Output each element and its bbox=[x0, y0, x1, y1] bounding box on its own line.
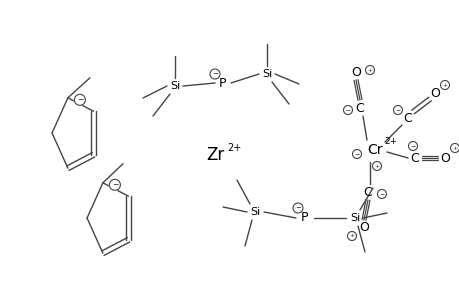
Text: P: P bbox=[301, 212, 308, 224]
Text: 2+: 2+ bbox=[384, 137, 397, 146]
Text: Si: Si bbox=[349, 213, 359, 223]
Circle shape bbox=[408, 142, 417, 151]
Circle shape bbox=[449, 143, 459, 152]
Circle shape bbox=[365, 65, 374, 74]
Text: Si: Si bbox=[261, 69, 272, 79]
Text: C: C bbox=[403, 112, 411, 124]
Text: +: + bbox=[451, 146, 457, 151]
Circle shape bbox=[440, 80, 448, 89]
Text: −: − bbox=[112, 180, 118, 189]
Circle shape bbox=[372, 161, 381, 170]
Text: Zr: Zr bbox=[206, 146, 224, 164]
Text: −: − bbox=[353, 152, 359, 157]
Circle shape bbox=[392, 106, 402, 115]
Text: −: − bbox=[294, 205, 300, 211]
Text: 2+: 2+ bbox=[226, 143, 241, 153]
Circle shape bbox=[347, 232, 356, 241]
Text: −: − bbox=[395, 107, 400, 112]
Circle shape bbox=[74, 94, 85, 105]
Circle shape bbox=[109, 179, 120, 190]
Text: +: + bbox=[349, 233, 354, 238]
Circle shape bbox=[352, 149, 361, 158]
Text: O: O bbox=[429, 86, 439, 100]
Text: O: O bbox=[439, 152, 449, 164]
Text: Si: Si bbox=[249, 207, 259, 217]
Circle shape bbox=[210, 69, 219, 79]
Text: O: O bbox=[350, 65, 360, 79]
Text: −: − bbox=[345, 107, 350, 112]
Circle shape bbox=[292, 203, 302, 213]
Circle shape bbox=[343, 106, 352, 115]
Text: P: P bbox=[219, 76, 226, 89]
Text: +: + bbox=[374, 164, 379, 169]
Text: −: − bbox=[379, 191, 384, 196]
Text: C: C bbox=[363, 185, 372, 199]
Text: C: C bbox=[355, 101, 364, 115]
Text: +: + bbox=[367, 68, 372, 73]
Text: Cr: Cr bbox=[366, 143, 382, 157]
Text: +: + bbox=[442, 82, 447, 88]
Text: −: − bbox=[77, 95, 83, 104]
Text: −: − bbox=[409, 143, 415, 148]
Text: −: − bbox=[212, 71, 218, 77]
Text: Si: Si bbox=[169, 81, 180, 91]
Text: O: O bbox=[358, 221, 368, 235]
Circle shape bbox=[377, 190, 386, 199]
Text: C: C bbox=[410, 152, 419, 164]
